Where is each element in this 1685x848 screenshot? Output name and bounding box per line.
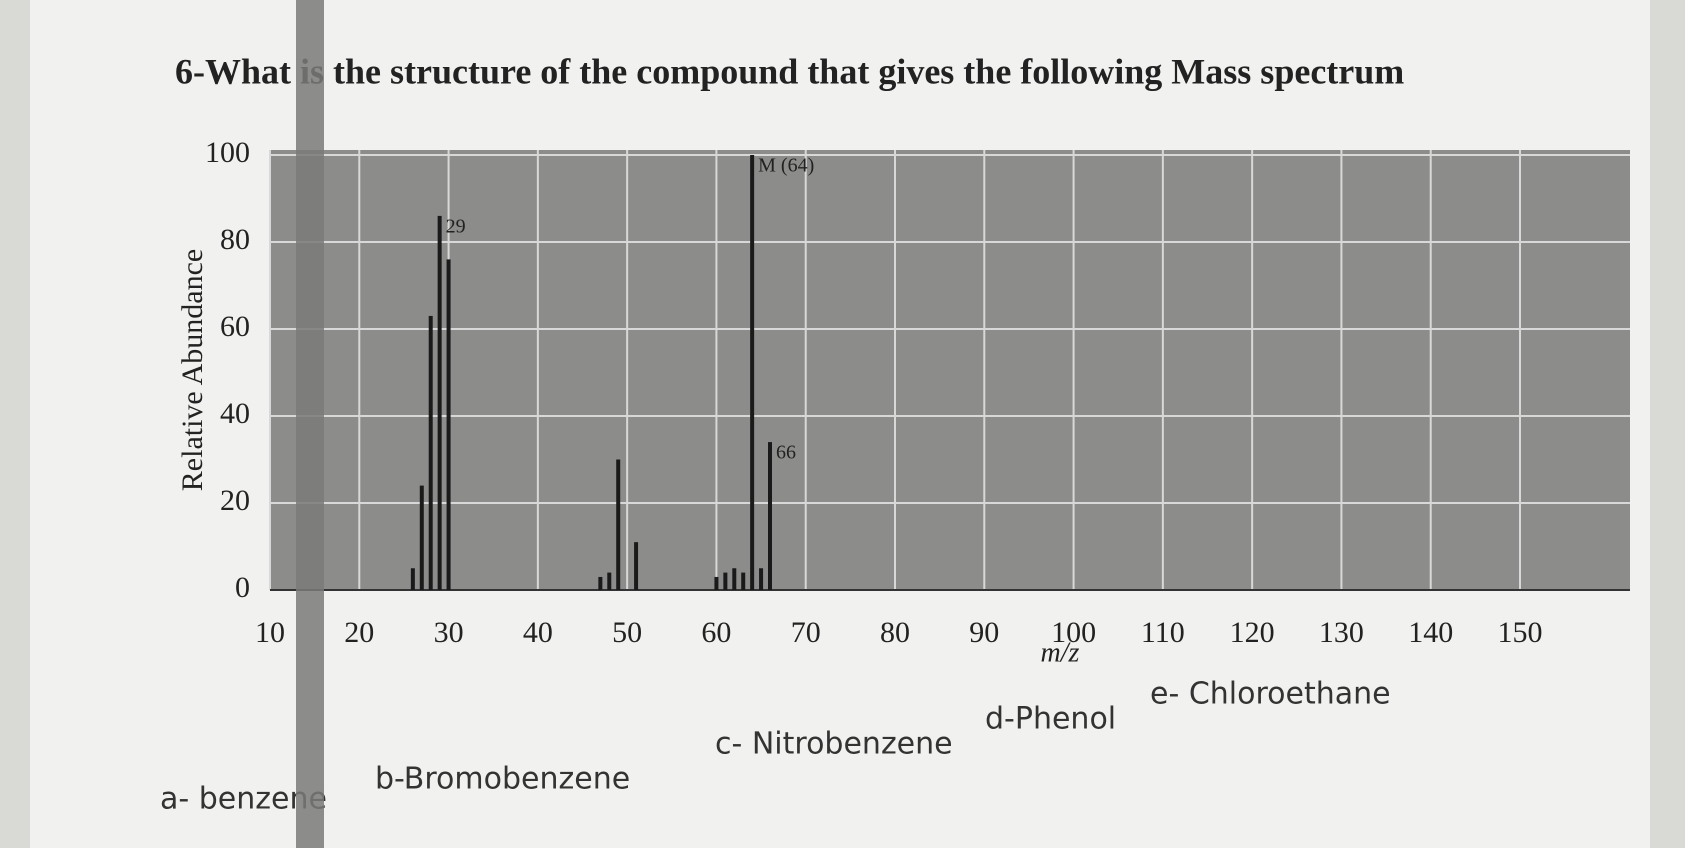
bar (723, 572, 728, 590)
bar (446, 259, 451, 590)
bar (634, 542, 639, 590)
x-tick-label: 40 (523, 616, 553, 649)
chart-title: 6-What is the structure of the compound … (175, 51, 1404, 91)
annotation: 66 (776, 442, 796, 464)
bar (410, 568, 415, 590)
option: c- Nitrobenzene (715, 727, 953, 762)
x-tick-label: 110 (1141, 616, 1185, 649)
x-tick-label: 30 (434, 616, 464, 649)
photo-pole (296, 0, 324, 848)
bar (616, 459, 621, 590)
bar (598, 576, 603, 590)
bar (714, 576, 719, 590)
x-tick-label: 90 (969, 616, 999, 649)
x-axis-label: m/z (1041, 637, 1080, 668)
annotation: M (64) (758, 155, 814, 177)
option: d-Phenol (985, 702, 1116, 737)
y-tick-label: 100 (205, 136, 250, 169)
x-tick-label: 150 (1498, 616, 1543, 649)
x-tick-label: 100 (1051, 616, 1096, 649)
x-tick-label: 20 (344, 616, 374, 649)
bar (759, 568, 764, 590)
bar (437, 215, 442, 590)
bar (607, 572, 612, 590)
x-tick-label: 10 (255, 616, 285, 649)
x-tick-label: 120 (1230, 616, 1275, 649)
x-tick-label: 50 (612, 616, 642, 649)
x-tick-label: 130 (1319, 616, 1364, 649)
bar (428, 315, 433, 590)
bar (741, 572, 746, 590)
bar (732, 568, 737, 590)
y-tick-label: 20 (220, 484, 250, 517)
x-tick-label: 60 (701, 616, 731, 649)
x-tick-label: 140 (1408, 616, 1453, 649)
y-tick-label: 60 (220, 310, 250, 343)
bar (768, 442, 772, 590)
option: e- Chloroethane (1150, 677, 1391, 712)
y-tick-label: 80 (220, 223, 250, 256)
bar (750, 155, 755, 590)
y-tick-label: 40 (220, 397, 250, 430)
y-tick-label: 0 (235, 571, 250, 604)
option: b-Bromobenzene (375, 762, 630, 797)
annotation: 29 (446, 215, 466, 237)
y-axis-label: Relative Abundance (176, 249, 209, 491)
plot-area (270, 150, 1630, 590)
x-tick-label: 70 (791, 616, 821, 649)
bar (419, 485, 424, 590)
x-tick-label: 80 (880, 616, 910, 649)
